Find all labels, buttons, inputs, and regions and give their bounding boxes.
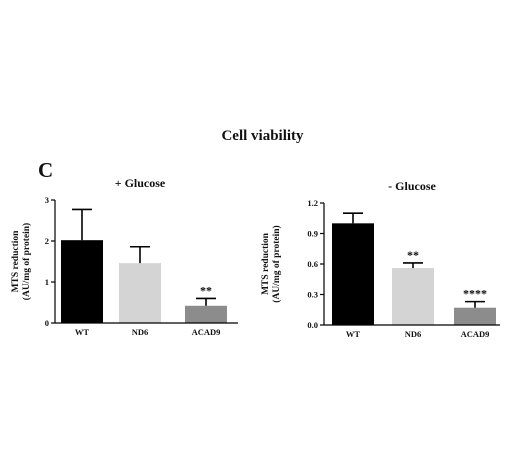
chart1-ytick-label-2: 2 bbox=[45, 236, 49, 246]
chart2-bar-nd6 bbox=[392, 268, 434, 325]
chart2-ytick-label-1: 0.3 bbox=[307, 290, 318, 300]
chart2-title: - Glucose bbox=[388, 179, 436, 193]
panel-label: C bbox=[38, 158, 54, 182]
chart1-ytick-label-0: 0 bbox=[45, 318, 49, 328]
chart1-xtick-label-nd6: ND6 bbox=[132, 327, 149, 337]
chart1-ylabel-line-2: (AU/mg of protein) bbox=[21, 223, 32, 300]
chart2-ytick-label-0: 0.0 bbox=[307, 320, 318, 330]
chart1-bar-wt bbox=[61, 240, 103, 323]
chart1-ylabel-line-1: MTS reduction bbox=[11, 230, 21, 293]
chart1-significance-acad9: ** bbox=[200, 283, 212, 297]
chart2-xtick-label-nd6: ND6 bbox=[405, 329, 422, 339]
chart2-ylabel-line-1: MTS reduction bbox=[261, 232, 271, 295]
chart1-bar-nd6 bbox=[119, 263, 161, 323]
chart2-ytick-label-2: 0.6 bbox=[307, 259, 318, 269]
chart1-ytick-label-3: 3 bbox=[45, 195, 49, 205]
chart2-bar-wt bbox=[332, 223, 374, 325]
chart2-significance-nd6: ** bbox=[407, 248, 419, 262]
chart1-bar-acad9 bbox=[185, 305, 227, 323]
chart2-ytick-label-4: 1.2 bbox=[307, 198, 318, 208]
chart1-title: + Glucose bbox=[115, 176, 166, 190]
chart2-ylabel-line-2: (AU/mg of protein) bbox=[271, 225, 282, 302]
chart2-ytick-label-3: 0.9 bbox=[307, 229, 318, 239]
chart2-xtick-label-acad9: ACAD9 bbox=[461, 329, 490, 339]
figure-title: Cell viability bbox=[221, 128, 304, 144]
chart2-significance-acad9: **** bbox=[463, 287, 487, 301]
chart1-ytick-label-1: 1 bbox=[45, 277, 49, 287]
chart1-xtick-label-wt: WT bbox=[75, 327, 90, 337]
chart2-bar-acad9 bbox=[454, 307, 496, 325]
chart1-xtick-label-acad9: ACAD9 bbox=[192, 327, 221, 337]
chart2-xtick-label-wt: WT bbox=[346, 329, 361, 339]
